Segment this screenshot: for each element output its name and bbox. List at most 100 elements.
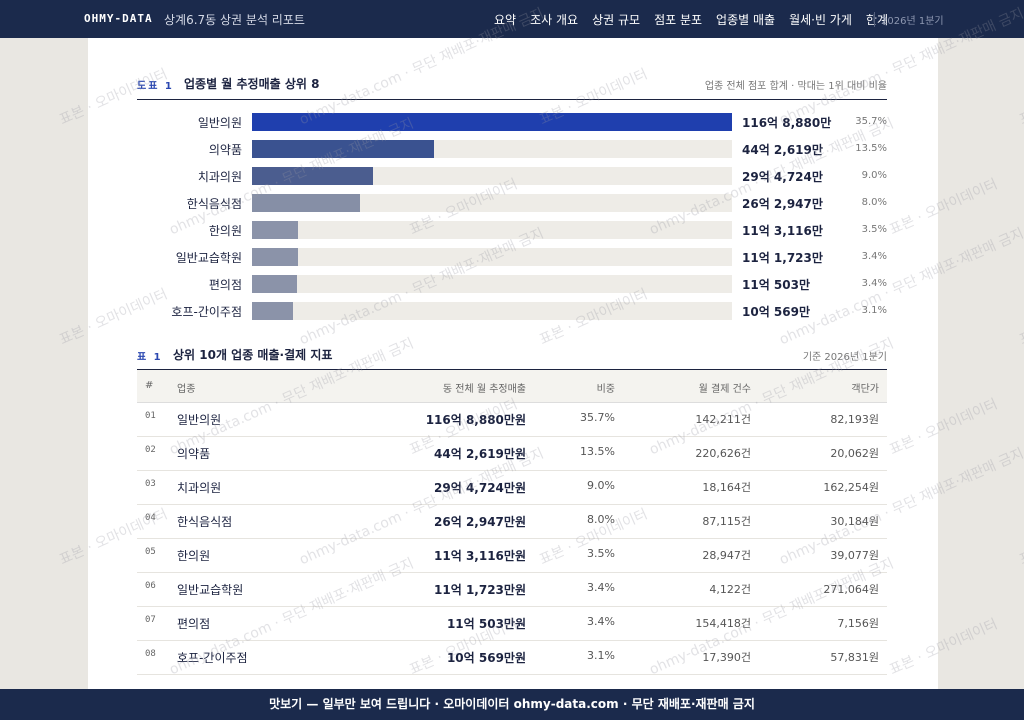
table-cell: 4,122건 xyxy=(709,583,751,596)
share-label: 3.5% xyxy=(861,224,887,235)
share-label: 8.0% xyxy=(861,197,887,208)
row-divider xyxy=(137,470,887,471)
table-cell: 02 xyxy=(145,445,156,455)
table-cell: 17,390건 xyxy=(702,651,751,664)
bar-track xyxy=(252,194,732,212)
table-cell: 13.5% xyxy=(580,445,615,458)
menu-item[interactable]: 한계 xyxy=(865,13,888,27)
column-header: # xyxy=(145,380,154,391)
report-title: 상계6.7동 상권 분석 리포트 xyxy=(164,13,305,27)
row-divider xyxy=(137,436,887,437)
table-header-bg xyxy=(137,370,887,403)
figure-note: 업종 전체 점포 합계 · 막대는 1위 대비 비율 xyxy=(704,81,887,92)
bar-label: 의약품 xyxy=(208,143,242,157)
column-header: 월 결제 건수 xyxy=(698,384,751,395)
table-cell: 05 xyxy=(145,547,156,557)
nav-bar: OHMY-DATA 상계6.7동 상권 분석 리포트 요약 조사 개요 상권 규모 점… xyxy=(0,0,1024,38)
bar-label: 한의원 xyxy=(208,224,242,238)
table-cell: 일반교습학원 xyxy=(177,583,244,597)
value-label: 11억 503만 xyxy=(742,278,811,292)
table-cell: 29억 4,724만원 xyxy=(434,481,526,495)
menu-item[interactable]: 요약 xyxy=(494,13,517,27)
table-cell: 치과의원 xyxy=(177,481,222,495)
table-cell: 11억 503만원 xyxy=(446,617,526,631)
brand[interactable]: OHMY-DATA xyxy=(84,12,153,25)
menu-item[interactable]: 월세·빈 가게 xyxy=(789,13,852,27)
table-cell: 01 xyxy=(145,411,156,421)
table-cell: 220,626건 xyxy=(695,447,751,460)
table-cell: 03 xyxy=(145,479,156,489)
watermark: 표본 · 오마이데이터 xyxy=(1017,66,1024,129)
share-label: 13.5% xyxy=(855,143,887,154)
table-cell: 한식음식점 xyxy=(177,515,233,529)
row-divider xyxy=(137,504,887,505)
share-label: 35.7% xyxy=(855,116,887,127)
menu-item[interactable]: 점포 분포 xyxy=(654,13,703,27)
bar xyxy=(252,194,360,212)
bar-track xyxy=(252,221,732,239)
share-label: 9.0% xyxy=(861,170,887,181)
bar xyxy=(252,221,299,239)
table-cell: 8.0% xyxy=(587,513,615,526)
value-label: 116억 8,880만 xyxy=(742,116,832,130)
bar-label: 한식음식점 xyxy=(186,197,242,211)
table-cell: 의약품 xyxy=(177,447,211,461)
table-cell: 3.1% xyxy=(587,649,615,662)
table-cell: 9.0% xyxy=(587,479,615,492)
column-header: 객단가 xyxy=(851,384,879,395)
table-cell: 편의점 xyxy=(177,617,211,631)
period: 2026년 1분기 xyxy=(874,12,944,27)
bar xyxy=(252,140,434,158)
table-cell: 11억 1,723만원 xyxy=(434,583,526,597)
menu-item[interactable]: 업종별 매출 xyxy=(716,13,776,27)
bar xyxy=(252,167,374,185)
menu-item[interactable]: 조사 개요 xyxy=(530,13,579,27)
table-cell: 06 xyxy=(145,581,156,591)
figure-title: 업종별 월 추정매출 상위 8 xyxy=(184,77,320,91)
table-cell: 07 xyxy=(145,615,156,625)
table-cell: 3.4% xyxy=(587,581,615,594)
table-cell: 271,064원 xyxy=(823,583,879,596)
share-label: 3.4% xyxy=(861,251,887,262)
table-cell: 한의원 xyxy=(177,549,211,563)
table-cell: 30,184원 xyxy=(830,515,879,528)
bar xyxy=(252,302,294,320)
table-cell: 3.5% xyxy=(587,547,615,560)
column-header: 업종 xyxy=(177,384,196,395)
value-label: 44억 2,619만 xyxy=(742,143,823,157)
table-cell: 3.4% xyxy=(587,615,615,628)
value-label: 29억 4,724만 xyxy=(742,170,823,184)
table-cell: 87,115건 xyxy=(702,515,751,528)
bar-label: 호프-간이주점 xyxy=(171,305,242,319)
table-cell: 20,062원 xyxy=(830,447,879,460)
table-title: 상위 10개 업종 매출·결제 지표 xyxy=(173,348,333,362)
rule xyxy=(137,369,887,370)
bar-label: 편의점 xyxy=(208,278,242,292)
value-label: 26억 2,947만 xyxy=(742,197,823,211)
menu-item[interactable]: 상권 규모 xyxy=(592,13,641,27)
value-label: 11억 1,723만 xyxy=(742,251,823,265)
menu: 요약 조사 개요 상권 규모 점포 분포 업종별 매출 월세·빈 가게 한계 xyxy=(494,11,888,28)
table-cell: 82,193원 xyxy=(830,413,879,426)
bar-label: 일반교습학원 xyxy=(175,251,242,265)
share-label: 3.4% xyxy=(861,278,887,289)
figure-label: 도표 1 xyxy=(137,81,174,92)
watermark: 표본 · 오마이데이터 xyxy=(1017,506,1024,569)
table-cell: 28,947건 xyxy=(702,549,751,562)
column-header: 동 전체 월 추정매출 xyxy=(442,384,526,395)
table-cell: 호프-간이주점 xyxy=(177,651,248,665)
rule xyxy=(137,99,887,100)
table-cell: 18,164건 xyxy=(702,481,751,494)
table-cell: 154,418건 xyxy=(695,617,751,630)
row-divider xyxy=(137,640,887,641)
share-label: 3.1% xyxy=(861,305,887,316)
column-header: 비중 xyxy=(596,384,615,395)
row-divider xyxy=(137,674,887,675)
bar xyxy=(252,275,298,293)
watermark: 표본 · 오마이데이터 xyxy=(1017,286,1024,349)
table-cell: 39,077원 xyxy=(830,549,879,562)
bar xyxy=(252,248,298,266)
bar-track xyxy=(252,248,732,266)
table-label: 표 1 xyxy=(137,352,163,363)
